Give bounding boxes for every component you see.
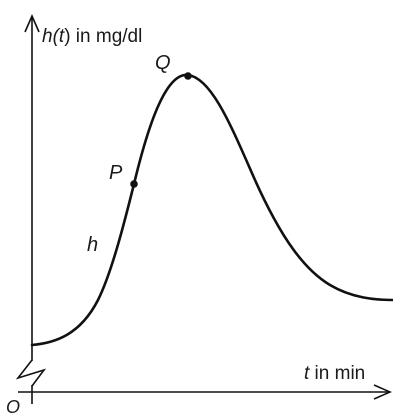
y-axis-label-var: t (59, 26, 65, 47)
function-curve-h (30, 73, 393, 347)
function-label-h: h (87, 234, 98, 256)
y-axis-label-unit: ) in mg/dl (64, 26, 142, 47)
x-axis-label-unit: in min (309, 363, 365, 384)
point-q-marker (184, 72, 192, 80)
y-axis-arrowhead (24, 14, 40, 33)
y-axis-label-fn: h( (42, 26, 61, 47)
x-axis-arrowhead (373, 384, 392, 400)
point-p-marker (130, 180, 138, 188)
y-axis-label: h(t) in mg/dl (42, 26, 142, 47)
origin-label: O (6, 397, 20, 415)
point-q-label: Q (155, 52, 171, 74)
point-p-label: P (109, 162, 123, 184)
x-axis-label-var: t (304, 363, 310, 384)
axis-break-zigzag (15, 359, 47, 387)
x-axis-label: t in min (304, 363, 365, 384)
